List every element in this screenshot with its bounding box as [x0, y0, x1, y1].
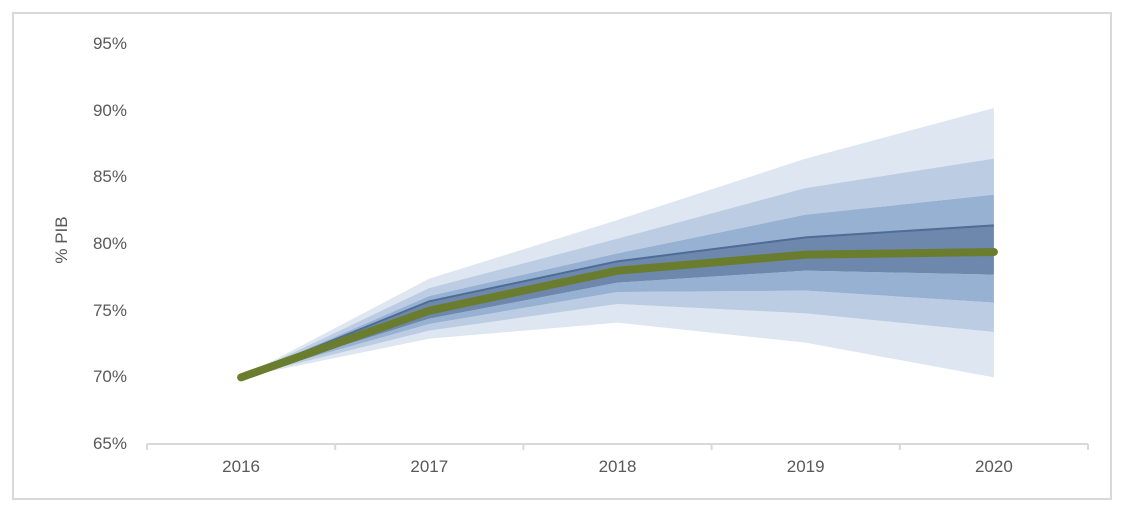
y-tick-label: 80%: [92, 234, 127, 253]
y-tick-label: 95%: [92, 34, 127, 53]
fan-band-upper-outer: [241, 108, 994, 378]
fan-band-upper-midlight: [241, 158, 994, 378]
fan-band-upper-middark: [241, 194, 994, 378]
y-tick-label: 65%: [92, 434, 127, 453]
x-tick-label: 2019: [786, 457, 825, 476]
fan-band-lower-outer: [241, 304, 994, 378]
x-tick-label: 2018: [598, 457, 637, 476]
fan-band-lower-midlight: [241, 290, 994, 378]
x-tick-label: 2016: [222, 457, 260, 476]
fan-band-inner: [241, 225, 994, 378]
central-projection-line: [237, 248, 998, 382]
x-tick-label: 2020: [974, 457, 1013, 476]
y-tick-label: 70%: [92, 367, 127, 387]
fan-band-lower-middark: [241, 270, 994, 378]
x-tick-label: 2017: [410, 457, 449, 476]
inner-band-top-edge-line: [240, 224, 994, 379]
y-tick-label: 90%: [92, 100, 127, 120]
y-tick-label: 85%: [92, 167, 127, 187]
y-tick-label: 75%: [92, 300, 127, 320]
